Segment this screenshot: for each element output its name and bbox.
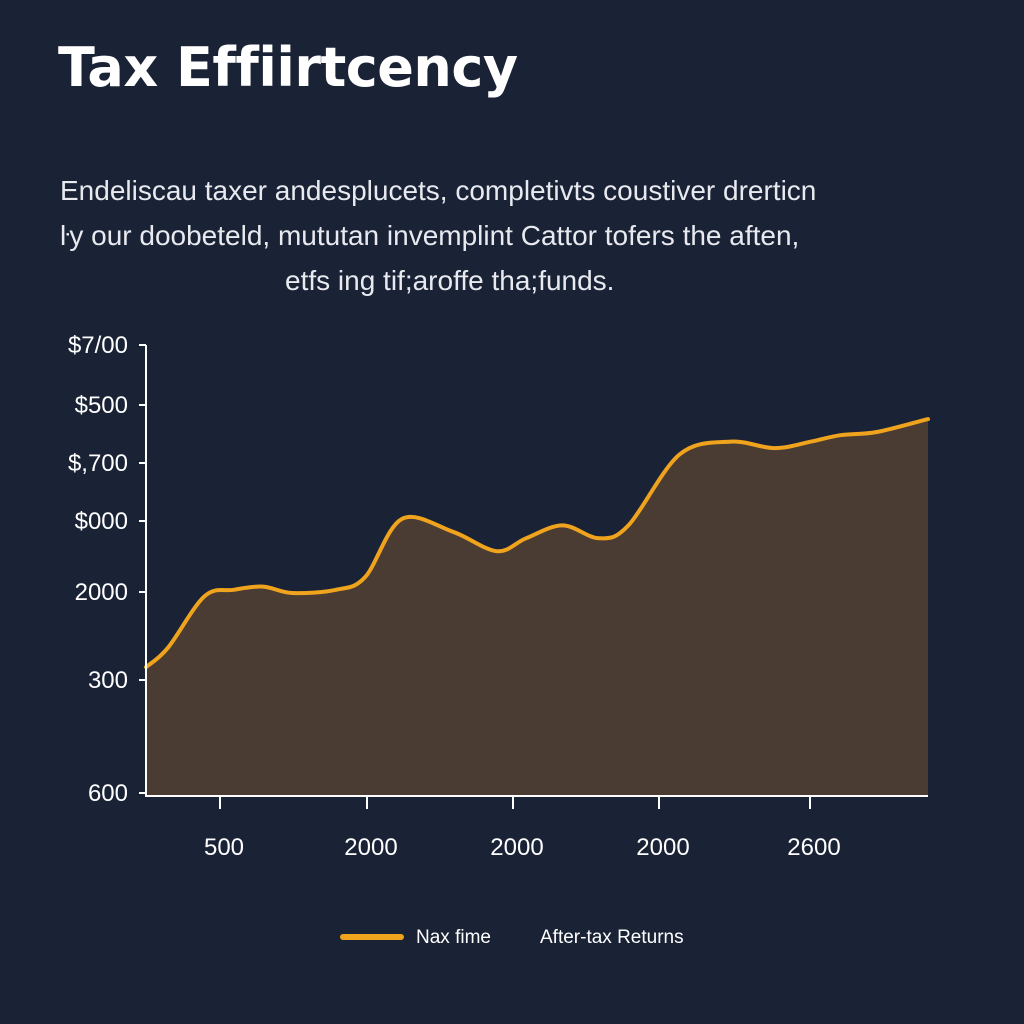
description-line-3: etfs ing tif;aroffe tha;funds. [285,265,615,296]
series-area-fill [146,419,928,796]
x-axis-ticks: 500 2000 2000 2000 2600 [204,796,841,861]
x-tick-label: 2000 [490,834,543,861]
x-tick-label: 2000 [344,834,397,861]
y-tick-label: $,700 [68,450,128,477]
plot-area [144,417,930,796]
chart-legend: Nax fime After-tax Returns [340,927,684,948]
y-tick-label: 2000 [75,579,128,606]
series-line [144,417,930,670]
y-tick-label: 600 [88,780,128,807]
page-title: Tax Effiirtcency [58,36,518,99]
y-tick-label: $7/00 [68,332,128,359]
legend-label-2: After-tax Returns [540,927,684,948]
x-tick-label: 2600 [787,834,840,861]
chart-axes [145,345,928,797]
y-axis-ticks: $7/00 $500 $,700 $000 2000 300 600 [68,332,146,807]
description-line-2: ŀy our doobeteld, mututan invemplint Cat… [60,220,800,251]
y-tick-label: 300 [88,667,128,694]
chart-description: Endeliscau taxer andesplucets, completiv… [40,168,884,303]
y-tick-label: $000 [75,508,128,535]
x-tick-label: 500 [204,834,244,861]
x-tick-label: 2000 [636,834,689,861]
description-line-1: Endeliscau taxer andesplucets, completiv… [60,175,817,206]
legend-label-1: Nax fime [416,927,491,948]
y-tick-label: $500 [75,392,128,419]
